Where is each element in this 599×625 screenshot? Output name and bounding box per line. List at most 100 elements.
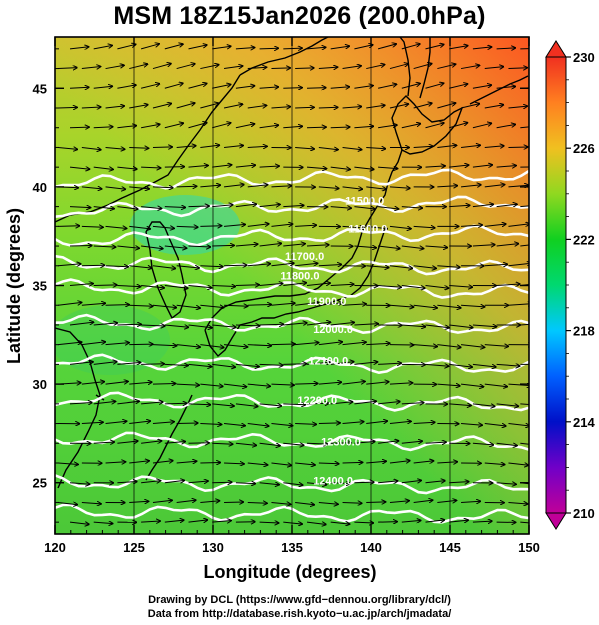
wind-arrow <box>176 461 197 463</box>
wind-arrow <box>306 522 326 524</box>
wind-arrow <box>330 322 355 326</box>
wind-arrow <box>508 224 529 227</box>
wind-arrow <box>460 65 480 70</box>
wind-arrow <box>164 285 188 289</box>
wind-arrow <box>461 344 485 348</box>
wind-arrow <box>449 205 470 206</box>
wind-arrow <box>449 520 468 522</box>
wind-arrow <box>484 146 504 148</box>
wind-arrow <box>81 502 101 503</box>
wind-arrow <box>401 44 420 50</box>
wind-arrow <box>508 185 528 187</box>
wind-arrow <box>389 383 413 384</box>
wind-arrow <box>188 481 209 483</box>
wind-arrow <box>378 402 400 404</box>
wind-arrow <box>520 442 529 445</box>
wind-arrow <box>152 422 174 424</box>
wind-arrow <box>306 403 329 404</box>
wind-arrow <box>295 502 314 504</box>
wind-arrow <box>460 104 480 109</box>
wind-arrow <box>330 127 350 128</box>
wind-arrow <box>401 480 422 482</box>
wind-arrow <box>508 424 529 426</box>
wind-arrow <box>342 226 364 228</box>
wind-arrow <box>437 384 460 386</box>
wind-arrow <box>176 304 201 308</box>
wind-arrow <box>389 226 411 228</box>
wind-arrow <box>129 344 153 345</box>
wind-arrow <box>200 424 221 425</box>
wind-arrow <box>117 126 136 128</box>
wind-arrow <box>129 266 152 268</box>
wind-arrow <box>366 382 389 384</box>
wind-arrow <box>58 107 77 108</box>
wind-arrow <box>93 323 118 325</box>
wind-arrow <box>235 244 258 246</box>
wind-arrow <box>425 481 446 483</box>
axes: 120 125 130 135 140 145 150 25 30 35 40 45 <box>33 37 540 555</box>
wind-arrow <box>69 522 89 524</box>
wind-arrow <box>152 226 174 228</box>
wind-arrow <box>330 284 354 285</box>
wind-arrow <box>224 145 243 147</box>
wind-arrow <box>449 324 473 328</box>
wind-arrow <box>354 45 373 50</box>
wind-arrow <box>401 207 423 208</box>
wind-arrow <box>496 204 518 206</box>
wind-arrow <box>295 383 318 384</box>
wind-arrow <box>105 343 130 345</box>
wind-arrow <box>141 167 161 168</box>
wind-arrow <box>141 481 161 483</box>
wind-arrow <box>413 265 437 269</box>
wind-arrow <box>223 383 247 387</box>
wind-arrow <box>449 286 472 288</box>
wind-arrow <box>283 522 302 524</box>
wind-arrow <box>496 404 519 406</box>
wind-arrow <box>484 185 505 187</box>
wind-arrow <box>164 246 187 248</box>
wind-arrow <box>484 105 504 109</box>
wind-arrow <box>342 304 367 305</box>
wind-arrow <box>93 45 113 50</box>
contour-label: 12100.0 <box>308 355 348 367</box>
contour-label: 11700.0 <box>285 251 324 263</box>
wind-arrow <box>105 421 127 423</box>
wind-arrow <box>342 66 362 70</box>
wind-arrow <box>378 167 398 168</box>
wind-arrow <box>200 344 224 348</box>
wind-arrow <box>295 68 314 69</box>
wind-arrow <box>366 226 387 228</box>
wind-arrow <box>140 44 159 50</box>
contour-labels: 12400.0 12300.0 12200.0 12100.0 12000.0 11900… <box>280 196 387 488</box>
wind-arrow <box>484 345 509 347</box>
wind-arrow <box>283 323 307 325</box>
wind-arrow <box>69 284 93 286</box>
wind-arrow <box>472 47 492 49</box>
wind-arrow <box>283 283 306 286</box>
wind-arrow <box>58 502 77 504</box>
wind-arrow <box>188 206 210 207</box>
wind-arrow <box>81 265 105 266</box>
wind-arrow <box>366 502 386 503</box>
wind-arrow <box>271 344 295 345</box>
wind-arrow <box>117 441 138 443</box>
contour-label: 12000.0 <box>313 324 353 336</box>
credit-data: Data from http://database.rish.kyoto−u.a… <box>147 608 452 620</box>
wind-arrow <box>188 286 212 288</box>
wind-arrow <box>366 187 386 189</box>
wind-arrow <box>141 286 164 288</box>
wind-arrow <box>200 266 223 267</box>
wind-arrow <box>117 286 140 287</box>
wind-arrow <box>425 44 444 50</box>
wind-arrow <box>117 246 139 248</box>
wind-arrow <box>496 443 518 445</box>
wind-arrow <box>413 461 434 463</box>
wind-arrow <box>389 305 414 307</box>
x-tick-label: 130 <box>202 540 224 555</box>
wind-arrow <box>271 502 290 504</box>
wind-arrow <box>318 303 343 306</box>
wind-arrow <box>200 65 219 70</box>
wind-arrow <box>401 325 426 327</box>
wind-arrow <box>413 422 435 423</box>
wind-arrow <box>472 521 492 522</box>
